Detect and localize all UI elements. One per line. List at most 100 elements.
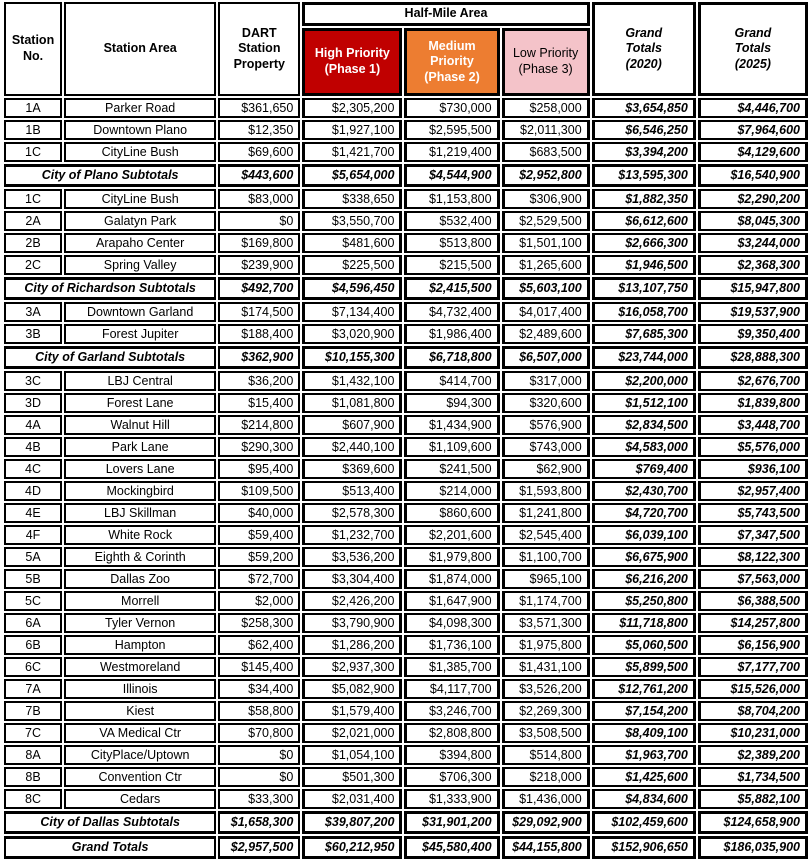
medium-priority-cell: $3,246,700 [404,701,500,721]
grand-2025-cell: $28,888,300 [697,346,808,369]
high-priority-cell: $2,426,200 [302,591,403,611]
station-area-cell: CityLine Bush [64,142,217,162]
grand-2020-cell: $16,058,700 [591,302,696,322]
dart-property-cell: $58,800 [218,701,301,721]
low-priority-cell: $44,155,800 [501,836,590,859]
grand-2020-cell: $2,430,700 [591,481,696,501]
grand-2025-cell: $8,045,300 [697,211,808,231]
high-priority-cell: $481,600 [302,233,403,253]
header-half-mile-area: Half-Mile Area [302,2,590,26]
grand-2020-cell: $7,685,300 [591,324,696,344]
dart-property-cell: $2,000 [218,591,301,611]
grand-2020-cell: $2,834,500 [591,415,696,435]
medium-priority-cell: $1,647,900 [404,591,500,611]
low-priority-cell: $1,174,700 [501,591,590,611]
grand-2025-cell: $1,734,500 [697,767,808,787]
low-priority-cell: $258,000 [501,98,590,118]
low-priority-cell: $317,000 [501,371,590,391]
low-priority-cell: $306,900 [501,189,590,209]
station-area-cell: Hampton [64,635,217,655]
station-area-cell: Illinois [64,679,217,699]
station-no-cell: 5B [4,569,63,589]
station-row: 7B Kiest $58,800 $1,579,400 $3,246,700 $2,269… [4,701,808,721]
grand-2020-cell: $6,216,200 [591,569,696,589]
dart-property-cell: $214,800 [218,415,301,435]
grand-2020-cell: $3,654,850 [591,98,696,118]
medium-priority-cell: $215,500 [404,255,500,275]
grand-2020-cell: $1,946,500 [591,255,696,275]
grand-2025-cell: $7,347,500 [697,525,808,545]
dart-property-cell: $290,300 [218,437,301,457]
high-priority-cell: $338,650 [302,189,403,209]
grand-2025-cell: $4,446,700 [697,98,808,118]
high-priority-cell: $513,400 [302,481,403,501]
grand-2025-cell: $2,290,200 [697,189,808,209]
dart-property-cell: $12,350 [218,120,301,140]
station-no-cell: 2C [4,255,63,275]
grand-2020-cell: $6,675,900 [591,547,696,567]
dart-property-cell: $69,600 [218,142,301,162]
station-no-cell: 6A [4,613,63,633]
grand-2020-cell: $4,583,000 [591,437,696,457]
station-area-cell: Spring Valley [64,255,217,275]
grand-2020-cell: $4,720,700 [591,503,696,523]
station-area-cell: White Rock [64,525,217,545]
low-priority-cell: $2,545,400 [501,525,590,545]
medium-priority-cell: $706,300 [404,767,500,787]
station-no-cell: 1C [4,142,63,162]
grand-2020-cell: $8,409,100 [591,723,696,743]
station-row: 2A Galatyn Park $0 $3,550,700 $532,400 $2,529… [4,211,808,231]
station-no-cell: 7B [4,701,63,721]
grand-2025-cell: $2,389,200 [697,745,808,765]
station-area-cell: Kiest [64,701,217,721]
station-no-cell: 8A [4,745,63,765]
grand-2025-cell: $124,658,900 [697,811,808,834]
dart-property-cell: $62,400 [218,635,301,655]
station-area-cell: Tyler Vernon [64,613,217,633]
grand-2020-cell: $1,882,350 [591,189,696,209]
grand-2025-cell: $9,350,400 [697,324,808,344]
dart-property-cell: $72,700 [218,569,301,589]
station-row: 6A Tyler Vernon $258,300 $3,790,900 $4,098,3… [4,613,808,633]
high-priority-cell: $1,232,700 [302,525,403,545]
station-row: 8A CityPlace/Uptown $0 $1,054,100 $394,800 $5… [4,745,808,765]
high-priority-cell: $3,536,200 [302,547,403,567]
high-priority-cell: $4,596,450 [302,277,403,300]
medium-priority-cell: $4,732,400 [404,302,500,322]
medium-priority-cell: $4,544,900 [404,164,500,187]
grand-2020-cell: $23,744,000 [591,346,696,369]
station-area-cell: Forest Jupiter [64,324,217,344]
station-no-cell: 1A [4,98,63,118]
low-priority-cell: $1,431,100 [501,657,590,677]
high-priority-cell: $5,082,900 [302,679,403,699]
medium-priority-cell: $2,201,600 [404,525,500,545]
medium-priority-cell: $6,718,800 [404,346,500,369]
grand-2025-cell: $4,129,600 [697,142,808,162]
dart-property-cell: $239,900 [218,255,301,275]
station-row: 5A Eighth & Corinth $59,200 $3,536,200 $1,97… [4,547,808,567]
grand-2025-cell: $3,244,000 [697,233,808,253]
grand-2020-cell: $13,107,750 [591,277,696,300]
high-priority-cell: $2,021,000 [302,723,403,743]
grand-2020-cell: $12,761,200 [591,679,696,699]
low-priority-cell: $2,489,600 [501,324,590,344]
low-priority-cell: $3,508,500 [501,723,590,743]
station-no-cell: 6B [4,635,63,655]
station-area-cell: Downtown Plano [64,120,217,140]
high-priority-cell: $3,790,900 [302,613,403,633]
low-priority-cell: $320,600 [501,393,590,413]
station-row: 4D Mockingbird $109,500 $513,400 $214,000 $1,… [4,481,808,501]
grand-2025-cell: $2,676,700 [697,371,808,391]
grand-2025-cell: $6,156,900 [697,635,808,655]
grand-totals-row: Grand Totals $2,957,500 $60,212,950 $45,580… [4,836,808,859]
low-priority-cell: $4,017,400 [501,302,590,322]
station-area-cell: Dallas Zoo [64,569,217,589]
station-area-cell: Park Lane [64,437,217,457]
station-no-cell: 2B [4,233,63,253]
grand-totals-label: Grand Totals [4,836,217,859]
low-priority-cell: $1,265,600 [501,255,590,275]
grand-2020-cell: $4,834,600 [591,789,696,809]
dart-property-cell: $59,400 [218,525,301,545]
high-priority-cell: $1,421,700 [302,142,403,162]
station-no-cell: 1C [4,189,63,209]
